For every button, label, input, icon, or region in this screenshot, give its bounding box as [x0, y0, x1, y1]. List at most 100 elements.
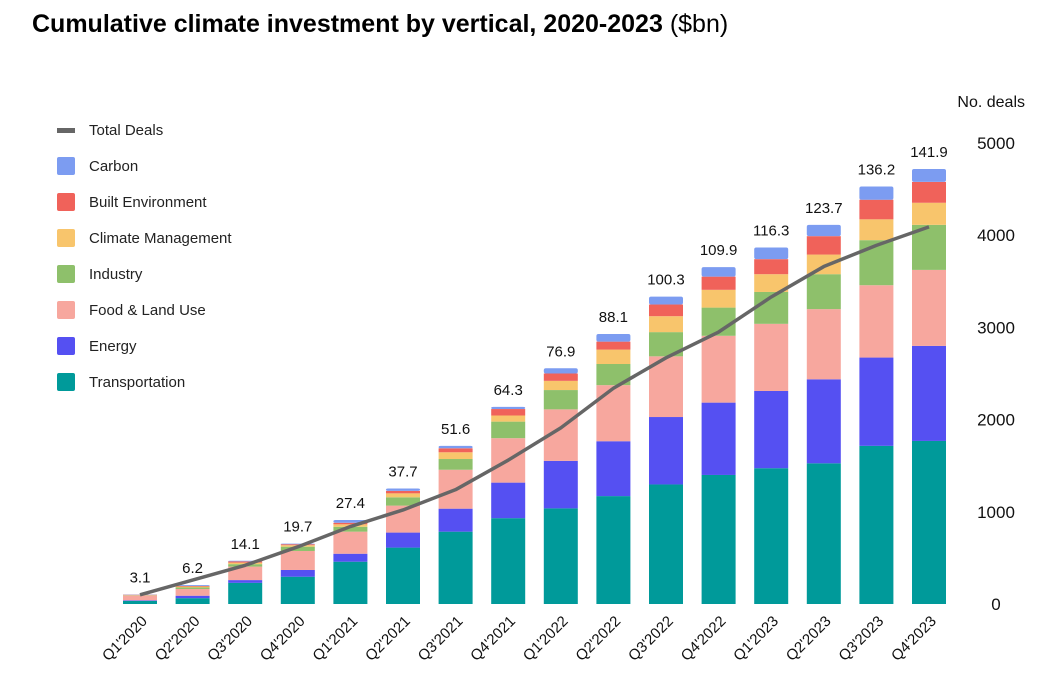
x-tick-label: Q1'2020 — [99, 613, 151, 665]
bar-segment-carbon — [754, 247, 789, 260]
bar-segment-built-environment — [649, 304, 683, 317]
bar-segment-carbon — [438, 445, 473, 449]
bar-segment-energy — [701, 402, 736, 475]
x-tick-label: Q2'2022 — [572, 613, 624, 665]
bar-segment-food-land-use — [701, 335, 736, 403]
bar-segment-transportation — [701, 474, 736, 604]
bar-segment-carbon — [543, 368, 578, 374]
x-tick-label: Q1'2022 — [520, 613, 572, 665]
total-label: 64.3 — [494, 382, 523, 399]
x-tick-label: Q3'2022 — [625, 613, 677, 665]
total-label: 109.9 — [700, 242, 738, 259]
bar-segment-built-environment — [333, 522, 368, 525]
legend-item-label: Industry — [89, 266, 143, 283]
bar-segment-climate-management — [806, 254, 841, 275]
bar-segment-energy — [280, 569, 315, 577]
y-tick-label: 4000 — [977, 226, 1015, 245]
bar-segment-built-environment — [543, 373, 578, 381]
legend-swatch-icon — [57, 193, 75, 211]
bar-segment-industry — [806, 274, 841, 310]
bar-segment-climate-management — [754, 274, 789, 292]
x-tick-label: Q4'2023 — [888, 613, 940, 665]
legend-item-label: Built Environment — [89, 194, 207, 211]
bar-segment-food-land-use — [912, 269, 946, 346]
bar-segment-food-land-use — [859, 285, 894, 358]
chart-title: Cumulative climate investment by vertica… — [32, 10, 728, 39]
total-label: 6.2 — [182, 560, 203, 577]
bar-segment-food-land-use — [333, 531, 368, 554]
bar-segment-energy — [596, 441, 631, 497]
legend-item-label: Energy — [89, 338, 137, 355]
legend-item-label: Carbon — [89, 158, 138, 175]
bar-segment-transportation — [280, 576, 315, 604]
y-tick-label: 5000 — [977, 134, 1015, 153]
bar-segment-industry — [280, 546, 315, 551]
bar-segment-transportation — [228, 582, 263, 604]
bar-segment-energy — [491, 482, 526, 519]
legend-swatch-icon — [57, 157, 75, 175]
total-label: 51.6 — [441, 421, 470, 438]
bar-segment-carbon — [649, 296, 683, 305]
y-tick-label: 2000 — [977, 411, 1015, 430]
bar-segment-carbon — [491, 406, 526, 410]
bar-segment-industry — [386, 497, 420, 506]
bar-segment-food-land-use — [175, 588, 210, 596]
bar-segment-carbon — [386, 488, 420, 491]
total-label: 116.3 — [753, 223, 789, 240]
bar-segment-industry — [491, 421, 526, 439]
bar-segment-industry — [438, 459, 473, 470]
bar-segment-transportation — [649, 484, 683, 604]
legend-item-label: Total Deals — [89, 122, 163, 139]
x-tick-label: Q3'2020 — [204, 613, 256, 665]
bar-segment-carbon — [175, 584, 210, 586]
bar-segment-food-land-use — [228, 566, 263, 581]
x-tick-label: Q4'2022 — [678, 613, 730, 665]
bar-segment-food-land-use — [280, 550, 315, 570]
legend-swatch-icon — [57, 337, 75, 355]
x-tick-label: Q1'2023 — [730, 613, 782, 665]
bar-segment-climate-management — [228, 562, 263, 565]
bar-segment-transportation — [386, 547, 420, 604]
bar-segment-industry — [596, 363, 631, 386]
bar-segment-food-land-use — [649, 356, 683, 418]
bar-segment-transportation — [175, 598, 210, 604]
bar-segment-carbon — [859, 186, 894, 200]
bar-segment-carbon — [701, 267, 736, 277]
bar-segment-energy — [175, 595, 210, 599]
bar-segment-transportation — [123, 600, 157, 604]
bar-segment-food-land-use — [123, 595, 157, 601]
legend-item-label: Transportation — [89, 374, 185, 391]
bar-segment-climate-management — [438, 452, 473, 460]
bar-segment-industry — [175, 587, 210, 589]
bar-segment-built-environment — [754, 259, 789, 275]
x-tick-label: Q4'2021 — [467, 613, 519, 665]
legend-item-label: Climate Management — [89, 230, 232, 247]
legend-swatch-icon — [57, 229, 75, 247]
legend-item-label: Food & Land Use — [89, 302, 206, 319]
chart-title-unit: ($bn) — [669, 10, 729, 38]
total-label: 27.4 — [336, 495, 365, 512]
total-label: 141.9 — [910, 144, 948, 161]
bar-segment-climate-management — [596, 349, 631, 364]
bar-segment-transportation — [754, 468, 789, 604]
total-label: 14.1 — [231, 536, 260, 553]
total-label: 19.7 — [283, 519, 312, 536]
total-label: 3.1 — [130, 569, 151, 586]
bar-segment-industry — [859, 240, 894, 286]
bar-segment-transportation — [491, 518, 526, 604]
bar-segment-built-environment — [386, 490, 420, 494]
bar-segment-food-land-use — [806, 309, 841, 380]
x-tick-label: Q1'2021 — [309, 613, 361, 665]
bar-segment-transportation — [806, 463, 841, 604]
bar-segment-built-environment — [280, 544, 315, 546]
bar-segment-climate-management — [859, 219, 894, 241]
bar-segment-climate-management — [701, 289, 736, 308]
x-tick-label: Q4'2020 — [257, 613, 309, 665]
total-label: 37.7 — [388, 463, 417, 480]
bar-segment-climate-management — [175, 586, 210, 588]
bar-segment-energy — [912, 345, 946, 441]
bar-segment-carbon — [912, 169, 946, 182]
legend-swatch-icon — [57, 373, 75, 391]
bar-segment-energy — [386, 532, 420, 548]
